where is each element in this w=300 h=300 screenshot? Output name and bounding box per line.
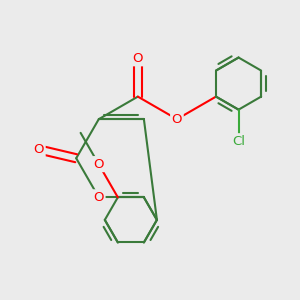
Text: O: O [172, 113, 182, 126]
Text: O: O [93, 158, 104, 171]
Text: Cl: Cl [232, 135, 245, 148]
Text: O: O [94, 191, 104, 204]
Text: O: O [133, 52, 143, 65]
Text: O: O [34, 143, 44, 156]
